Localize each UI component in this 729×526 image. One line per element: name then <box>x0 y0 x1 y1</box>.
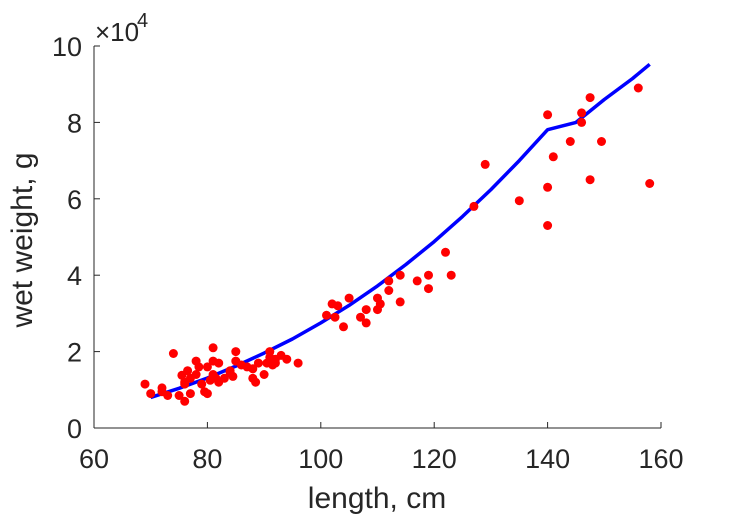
x-axis-label: length, cm <box>308 482 446 515</box>
scatter-point <box>446 270 456 280</box>
scatter-point <box>565 137 575 146</box>
scatter-point <box>322 310 331 320</box>
scatter-point <box>168 349 178 358</box>
scatter-point <box>395 297 405 307</box>
scatter-point <box>180 396 190 406</box>
scatter-point <box>543 221 553 230</box>
scatter-point <box>251 377 261 387</box>
scatter-point <box>548 152 558 162</box>
scatter-point <box>543 182 553 192</box>
scatter-point <box>259 370 269 379</box>
scatter-point <box>424 270 433 280</box>
x-tick-label: 140 <box>525 444 570 474</box>
scatter-point <box>208 343 218 353</box>
y-axis-exponent: ×10 <box>95 17 139 47</box>
scatter-point <box>140 379 150 389</box>
y-tick-label: 0 <box>67 414 82 444</box>
scatter-point <box>585 93 595 103</box>
scatter-point <box>384 286 394 295</box>
scatter-point <box>375 299 385 309</box>
x-tick-label: 80 <box>192 444 222 474</box>
y-tick-label: 10 <box>52 32 82 62</box>
fit-curve <box>150 62 651 400</box>
scatter-point <box>163 391 173 400</box>
scatter-point <box>194 362 204 372</box>
y-tick-label: 2 <box>67 338 82 368</box>
y-axis-label: wet weight, g <box>6 152 39 328</box>
scatter-point <box>480 159 490 169</box>
scatter-point <box>253 358 263 368</box>
scatter-point <box>197 379 207 389</box>
scatter-point <box>633 83 643 93</box>
scatter-point <box>543 110 553 120</box>
scatter-point <box>202 362 212 372</box>
scatter-point <box>174 391 184 400</box>
scatter-point <box>361 305 371 315</box>
scatter-point <box>469 201 479 211</box>
scatter-point <box>597 137 606 146</box>
scatter-point <box>219 373 229 383</box>
y-axis-exponent-power: 4 <box>137 10 148 32</box>
scatter-point <box>441 247 450 257</box>
x-tick-label: 160 <box>638 444 683 474</box>
scatter-point <box>395 270 405 280</box>
scatter-point <box>282 354 292 364</box>
scatter-point <box>191 370 201 379</box>
scatter-point <box>424 284 433 294</box>
axes: 60 80 100 120 140 160 0 2 4 6 8 10 <box>52 32 684 474</box>
scatter-point <box>202 389 212 399</box>
y-tick-label: 8 <box>67 108 82 138</box>
scatter-point <box>645 179 655 188</box>
scatter-point <box>384 276 394 286</box>
scatter-point <box>330 312 340 322</box>
x-tick-label: 60 <box>79 444 109 474</box>
scatter-point <box>412 276 422 286</box>
scatter-point <box>344 293 354 303</box>
x-tick-label: 100 <box>298 444 343 474</box>
y-tick-label: 4 <box>67 261 82 291</box>
x-tick-label: 120 <box>412 444 457 474</box>
scatter-point <box>333 301 343 311</box>
scatter-point <box>585 175 595 185</box>
scatter-point <box>231 347 241 357</box>
scatter-point <box>228 371 238 381</box>
scatter-point <box>146 389 156 399</box>
scatter-point <box>577 117 587 127</box>
scatter-point <box>356 312 365 322</box>
scatter-point <box>339 322 348 332</box>
scatter-point <box>214 358 224 368</box>
scatter-point <box>514 196 524 206</box>
scatter-point <box>248 364 258 374</box>
scatter-point <box>293 358 303 368</box>
scatter-point <box>361 318 371 328</box>
scatter-point <box>183 366 193 376</box>
scatter-point <box>185 389 195 399</box>
plot-marks <box>140 62 655 406</box>
scatter-point <box>577 108 587 118</box>
y-tick-label: 6 <box>67 185 82 215</box>
